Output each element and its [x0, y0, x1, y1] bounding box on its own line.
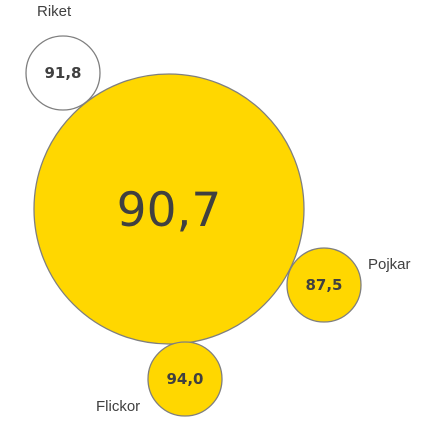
bubble-flickor: [147, 341, 223, 417]
bubble-main: [33, 73, 305, 345]
value-label-pojkar: 87,5: [305, 276, 342, 294]
bubble-riket: [25, 35, 101, 111]
value-label-riket: 91,8: [44, 64, 81, 82]
category-label-flickor: Flickor: [96, 398, 140, 415]
value-label-flickor: 94,0: [166, 370, 203, 388]
category-label-riket: Riket: [37, 3, 72, 20]
bubble-pojkar: [286, 247, 362, 323]
value-label-main: 90,7: [117, 183, 222, 238]
category-label-pojkar: Pojkar: [368, 256, 411, 273]
